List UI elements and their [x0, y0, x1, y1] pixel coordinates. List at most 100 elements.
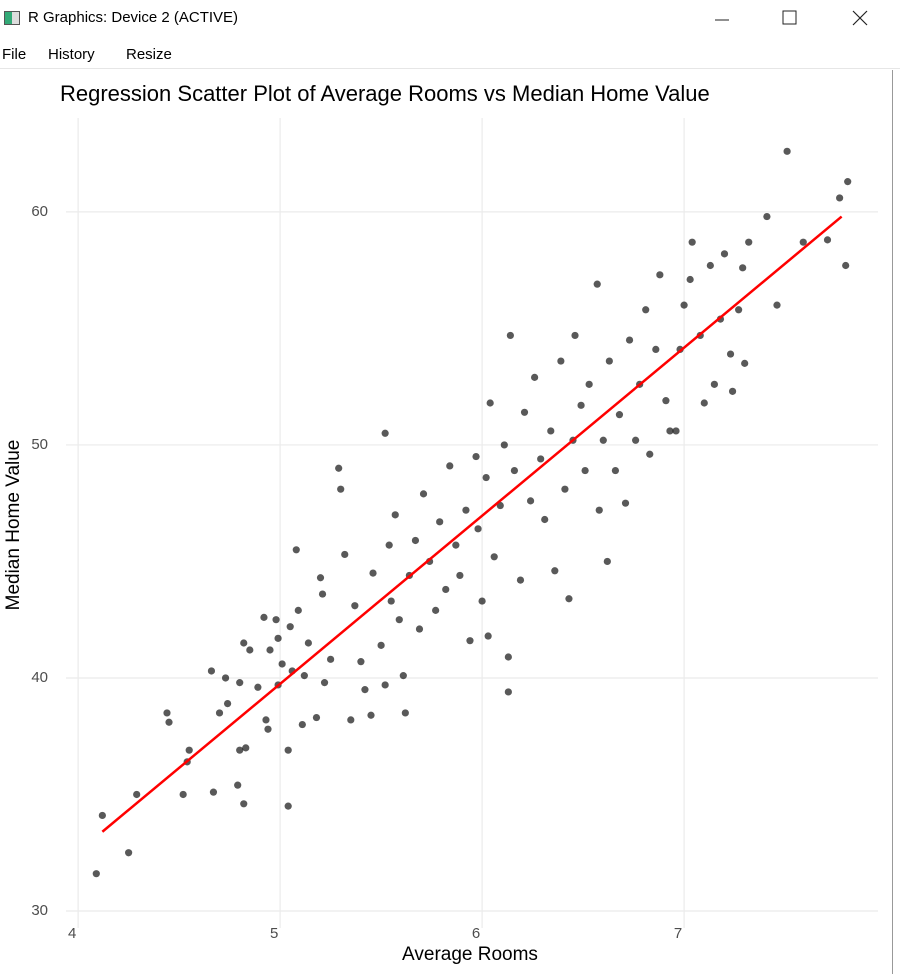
y-tick-label: 50: [31, 436, 48, 453]
point: [223, 699, 232, 708]
point: [284, 802, 292, 810]
point: [666, 427, 674, 435]
point: [531, 373, 539, 381]
point: [603, 557, 611, 566]
minimize-button[interactable]: [712, 10, 732, 30]
point: [526, 497, 535, 505]
y-tick-label: 40: [31, 669, 48, 686]
point: [320, 679, 329, 687]
menu-item[interactable]: Resize: [126, 46, 172, 63]
point: [347, 716, 355, 724]
point: [381, 681, 389, 689]
point: [462, 506, 470, 514]
point: [262, 716, 270, 724]
point: [341, 550, 349, 559]
x-tick-label: 6: [472, 925, 480, 942]
y-tick-label: 30: [31, 902, 48, 919]
close-button[interactable]: [850, 8, 870, 28]
point: [625, 336, 634, 344]
point: [700, 399, 708, 407]
point: [357, 658, 365, 666]
point: [274, 634, 282, 642]
point: [318, 590, 327, 598]
point: [452, 541, 460, 549]
point: [728, 387, 737, 395]
point: [292, 546, 300, 554]
point: [506, 331, 514, 340]
x-axis-label: Average Rooms: [402, 944, 538, 965]
point: [385, 541, 393, 549]
point: [327, 655, 335, 663]
point: [516, 576, 525, 584]
point: [611, 466, 620, 475]
point: [595, 506, 603, 514]
point: [209, 788, 218, 796]
point: [490, 553, 498, 561]
point: [844, 178, 852, 186]
point: [367, 711, 375, 719]
point: [337, 485, 345, 493]
point: [207, 667, 216, 675]
point: [266, 646, 274, 654]
x-tick-label: 4: [68, 925, 76, 942]
point: [652, 345, 660, 353]
point: [773, 301, 781, 309]
point: [504, 688, 512, 696]
point: [478, 597, 486, 605]
point: [466, 637, 474, 645]
point: [399, 672, 407, 680]
point: [125, 849, 133, 857]
point: [387, 597, 395, 605]
point: [672, 427, 680, 435]
point: [504, 653, 512, 661]
point: [823, 236, 832, 244]
point: [605, 357, 613, 365]
point: [215, 709, 224, 717]
point: [411, 536, 420, 545]
point: [456, 571, 464, 580]
point: [401, 709, 409, 717]
point: [632, 436, 640, 444]
point: [361, 686, 369, 694]
point: [656, 271, 664, 279]
point: [688, 238, 696, 246]
point: [221, 674, 230, 682]
y-tick-label: 60: [31, 203, 48, 220]
point: [842, 261, 850, 270]
menu-item[interactable]: History: [48, 46, 95, 63]
point: [615, 411, 624, 419]
point: [304, 639, 312, 647]
point: [98, 811, 106, 820]
point: [294, 606, 302, 614]
window-title: R Graphics: Device 2 (ACTIVE): [28, 9, 239, 26]
title-bar: R Graphics: Device 2 (ACTIVE): [0, 0, 900, 40]
point: [264, 725, 272, 733]
maximize-button[interactable]: [780, 8, 800, 28]
point: [278, 660, 286, 668]
point: [551, 567, 559, 575]
app-icon: [4, 11, 20, 25]
menu-item[interactable]: File: [2, 46, 27, 63]
x-tick-label: 7: [674, 925, 682, 942]
point: [585, 380, 593, 388]
point: [472, 452, 480, 461]
point: [381, 429, 389, 437]
point: [706, 261, 714, 270]
point: [300, 672, 308, 680]
point: [577, 401, 585, 409]
point: [442, 585, 450, 594]
point: [783, 147, 791, 155]
y-axis-label: Median Home Value: [3, 440, 24, 611]
point: [236, 679, 244, 687]
point: [482, 473, 490, 482]
point: [642, 306, 650, 314]
point: [377, 641, 385, 649]
point: [836, 194, 844, 202]
point: [735, 306, 743, 314]
x-tick-label: 5: [270, 925, 278, 942]
point: [415, 625, 424, 633]
point: [312, 713, 321, 722]
point: [254, 683, 262, 691]
